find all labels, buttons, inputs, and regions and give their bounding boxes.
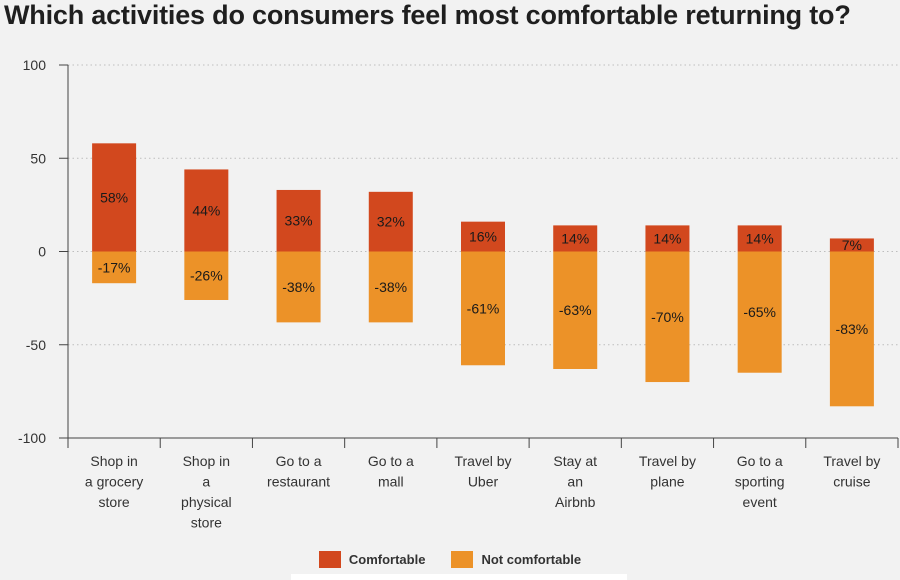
x-tick-label: Go to a sporting event [735, 453, 785, 510]
bar-comfortable [645, 225, 690, 252]
x-tick-label: Shop in a physical store [181, 453, 232, 531]
bar-not-comfortable [461, 251, 505, 366]
data-label-comfortable: 14% [746, 230, 774, 246]
data-label-not-comfortable: -63% [559, 302, 592, 318]
data-label-comfortable: 7% [842, 237, 862, 253]
data-label-comfortable: 14% [653, 230, 681, 246]
x-tick-label: Go to a mall [368, 453, 414, 490]
bar-not-comfortable [92, 251, 137, 284]
data-label-not-comfortable: -70% [651, 309, 684, 325]
data-label-not-comfortable: -26% [190, 268, 223, 284]
data-label-comfortable: 32% [377, 214, 405, 230]
bar-comfortable [553, 225, 598, 252]
y-tick-label: 50 [30, 150, 46, 166]
y-tick-label: -100 [18, 430, 46, 446]
data-label-comfortable: 44% [192, 202, 220, 218]
bar-comfortable [184, 169, 229, 252]
data-label-not-comfortable: -38% [282, 279, 315, 295]
bar-comfortable [92, 143, 137, 252]
legend-item-not-comfortable: Not comfortable [451, 551, 581, 568]
legend-item-comfortable: Comfortable [318, 551, 426, 568]
legend-swatch-not-comfortable [451, 551, 474, 568]
data-label-not-comfortable: -83% [836, 321, 869, 337]
x-tick-label: Travel by cruise [823, 453, 880, 490]
data-label-not-comfortable: -17% [98, 259, 131, 275]
bar-not-comfortable [829, 251, 874, 407]
bottom-strip [291, 574, 627, 580]
legend: Comfortable Not comfortable [0, 551, 900, 568]
x-tick-label: Travel by plane [639, 453, 696, 490]
data-label-not-comfortable: -61% [467, 300, 500, 316]
data-label-not-comfortable: -38% [374, 279, 407, 295]
bar-comfortable [368, 191, 413, 252]
bar-comfortable [461, 221, 505, 252]
x-tick-label: Go to a restaurant [267, 453, 330, 490]
data-label-comfortable: 14% [561, 230, 589, 246]
y-tick-label: -50 [26, 337, 46, 353]
chart-title: Which activities do consumers feel most … [4, 0, 851, 30]
bar-not-comfortable [737, 251, 782, 373]
data-label-comfortable: 16% [469, 229, 497, 245]
bar-comfortable [829, 238, 874, 252]
legend-label-comfortable: Comfortable [348, 552, 426, 567]
legend-label-not-comfortable: Not comfortable [481, 552, 582, 567]
y-tick-label: 0 [38, 244, 46, 260]
x-tick-label: Stay at an Airbnb [553, 453, 597, 510]
bar-not-comfortable [276, 251, 321, 323]
data-label-comfortable: 33% [285, 213, 313, 229]
y-tick-label: 100 [23, 57, 47, 73]
bar-not-comfortable [368, 251, 413, 323]
bar-comfortable [276, 189, 321, 252]
x-tick-label: Travel by Uber [454, 453, 511, 490]
bar-not-comfortable [184, 251, 229, 300]
legend-swatch-comfortable [318, 551, 341, 568]
bar-not-comfortable [553, 251, 598, 369]
x-tick-label: Shop in a grocery store [85, 453, 143, 510]
chart-plot: 100 50 0 -50 -100 58% -17% 44% -26% 33% -38% 32% -3… [18, 57, 899, 531]
bar-comfortable [737, 225, 782, 252]
bar-not-comfortable [645, 251, 690, 383]
data-label-comfortable: 58% [100, 189, 128, 205]
data-label-not-comfortable: -65% [743, 304, 776, 320]
